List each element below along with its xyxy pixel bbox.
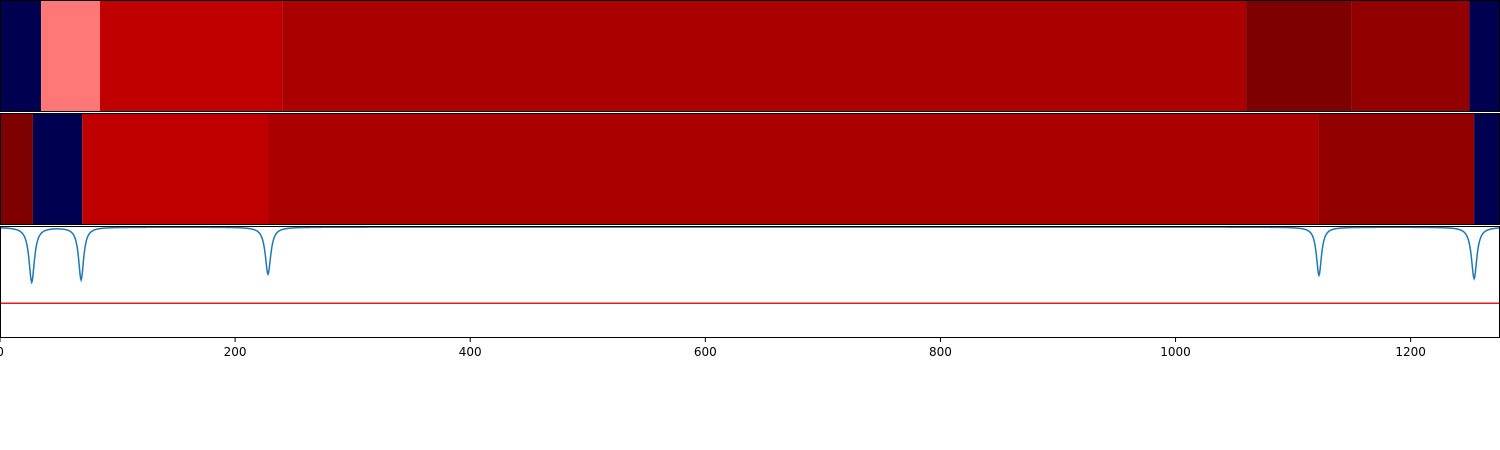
heatmap-track-1-segment-5 [1246, 0, 1352, 112]
line-panel [0, 226, 1500, 305]
x-tick-label-1000: 1000 [1160, 345, 1191, 359]
x-tick-label-1200: 1200 [1395, 345, 1426, 359]
heatmap-track-2 [0, 113, 1500, 225]
heatmap-track-1-segment-1 [0, 0, 42, 112]
heatmap-track-1 [0, 0, 1500, 112]
heatmap-track-1-segment-4 [282, 0, 1247, 112]
heatmap-track-2-segment-3 [82, 113, 269, 225]
x-tick-label-0: 0 [0, 345, 4, 359]
heatmap-track-2-segment-6 [1474, 113, 1500, 225]
x-axis: 0 200 400 600 800 1000 1200 [0, 338, 1426, 359]
heatmap-track-1-segment-2 [41, 0, 100, 112]
heatmap-track-1-segment-3 [99, 0, 283, 112]
x-tick-label-800: 800 [929, 345, 952, 359]
signal-series-line [0, 226, 1500, 285]
heatmap-track-2-segment-2 [32, 113, 83, 225]
x-tick-label-600: 600 [694, 345, 717, 359]
heatmap-track-1-segment-6 [1351, 0, 1470, 112]
heatmap-track-2-segment-1 [0, 113, 33, 225]
x-tick-label-200: 200 [224, 345, 247, 359]
heatmap-track-1-segment-7 [1469, 0, 1500, 112]
line-panel-frame [0, 226, 1500, 338]
heatmap-track-2-segment-4 [268, 113, 1319, 225]
heatmap-track-2-segment-5 [1318, 113, 1475, 225]
x-tick-label-400: 400 [459, 345, 482, 359]
